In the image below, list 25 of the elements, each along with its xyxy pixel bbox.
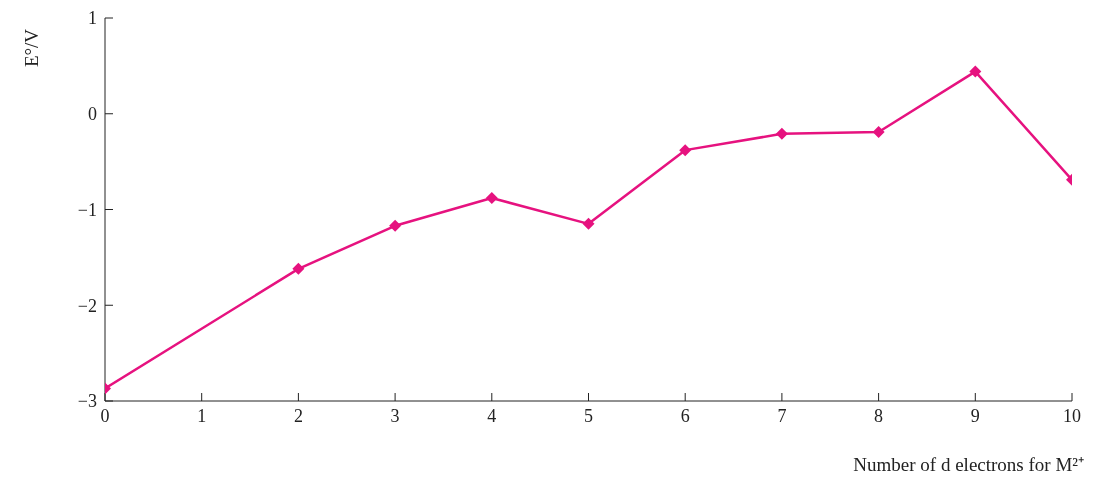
point: [775, 127, 788, 140]
x-tick-label: 8: [874, 405, 884, 426]
x-tick-label: 1: [197, 405, 207, 426]
point: [485, 192, 498, 205]
x-tick-label: 4: [487, 405, 497, 426]
point: [969, 65, 982, 78]
x-tick-label: 3: [390, 405, 400, 426]
y-tick-label: −3: [77, 391, 97, 412]
point: [872, 125, 885, 138]
x-tick-label: 2: [293, 405, 303, 426]
y-tick-label: −1: [77, 199, 97, 220]
y-axis-title: E°/V: [21, 28, 42, 68]
x-axis-title: Number of d electrons for M²⁺: [853, 454, 1084, 475]
point: [582, 217, 595, 230]
x-tick-label: 7: [777, 405, 787, 426]
y-tick-label: 0: [88, 104, 97, 125]
x-tick-label: 10: [1063, 405, 1081, 426]
x-tick-label: 5: [584, 405, 593, 426]
point: [679, 144, 692, 157]
y-tick-label: −2: [77, 295, 97, 316]
point: [292, 262, 305, 275]
x-tick-label: 6: [680, 405, 690, 426]
point: [389, 219, 402, 232]
y-tick-label: 1: [88, 8, 97, 29]
x-tick-label: 9: [970, 405, 980, 426]
